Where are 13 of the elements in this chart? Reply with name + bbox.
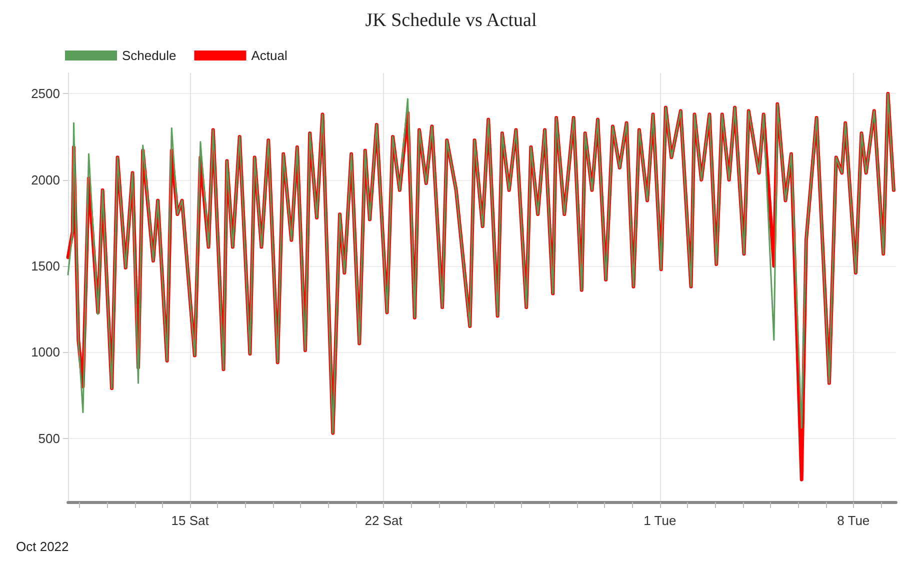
legend-label: Actual xyxy=(251,48,288,63)
x-tick-label: 1 Tue xyxy=(644,513,676,528)
y-tick-label: 1000 xyxy=(31,344,60,360)
y-tick-label: 2500 xyxy=(31,86,60,102)
y-tick-label: 500 xyxy=(38,430,60,446)
legend-label: Schedule xyxy=(122,48,176,63)
x-tick-label: 22 Sat xyxy=(364,513,403,528)
x-tick-label: 8 Tue xyxy=(837,513,870,528)
text: Oct 2022 xyxy=(16,539,69,554)
y-tick-label: 2000 xyxy=(31,172,60,188)
y-tick-label: 1500 xyxy=(31,258,60,274)
chart-title: JK Schedule vs Actual xyxy=(365,10,537,31)
x-tick-label: 15 Sat xyxy=(171,513,210,528)
